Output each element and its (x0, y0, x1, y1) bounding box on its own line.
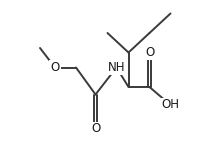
Text: O: O (50, 61, 60, 74)
Text: O: O (145, 46, 154, 59)
Text: NH: NH (108, 61, 125, 74)
Text: OH: OH (162, 99, 179, 111)
Text: O: O (91, 123, 100, 135)
